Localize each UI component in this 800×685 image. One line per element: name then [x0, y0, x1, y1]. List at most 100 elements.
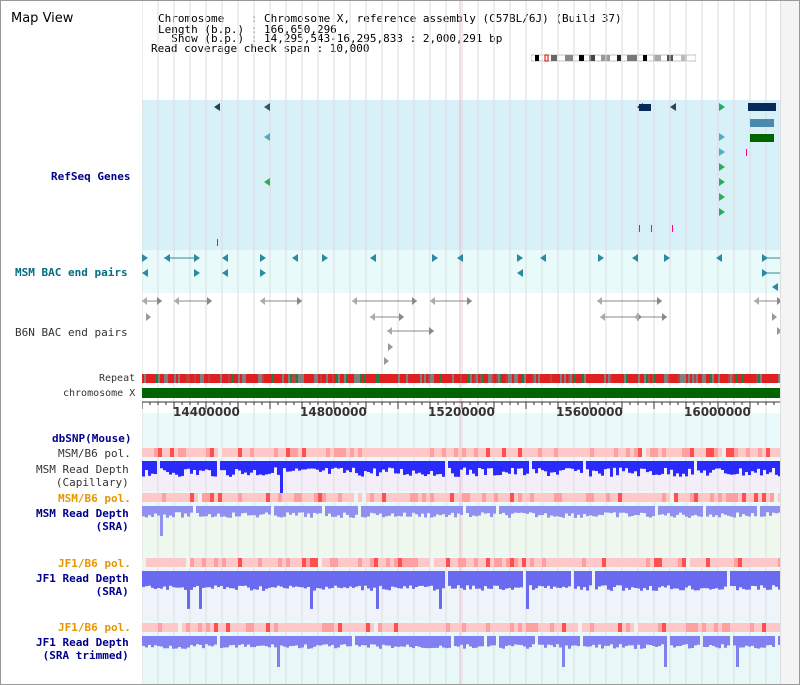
track-label-dbsnp[interactable]: dbSNP(Mouse): [52, 432, 132, 445]
chromosome-ideogram[interactable]: [531, 53, 696, 63]
repeat-bar: [398, 374, 400, 383]
repeat-bar: [700, 374, 702, 383]
repeat-bar: [536, 374, 538, 383]
repeat-bar: [530, 374, 532, 383]
repeat-bar: [436, 374, 438, 383]
repeat-bar: [546, 374, 548, 383]
repeat-bar: [260, 374, 262, 383]
repeat-bar: [298, 374, 300, 383]
repeat-bar: [302, 374, 304, 383]
axis-tick-label: 14800000: [300, 405, 367, 419]
track-label-b6n-bac[interactable]: B6N BAC end pairs: [15, 326, 128, 339]
track-label-repeat: Repeat: [99, 373, 136, 384]
repeat-bar: [736, 374, 738, 383]
axis-tick-label: 16000000: [684, 405, 751, 419]
repeat-bar: [634, 374, 636, 383]
repeat-bar: [668, 374, 670, 383]
repeat-bar: [168, 374, 170, 383]
repeat-bar: [184, 374, 186, 383]
repeat-bar: [430, 374, 432, 383]
track-label-jf1-pol-1[interactable]: JF1/B6 pol.: [58, 557, 131, 570]
repeat-bar: [604, 374, 606, 383]
b6n-arrow: [430, 297, 435, 305]
b6n-arrow: [637, 313, 642, 321]
repeat-bar: [706, 374, 708, 383]
repeat-bar: [564, 374, 566, 383]
repeat-bar: [656, 374, 658, 383]
repeat-bar: [148, 374, 150, 383]
track-label-jf1-pol-2[interactable]: JF1/B6 pol.: [58, 621, 131, 634]
repeat-bar: [244, 374, 246, 383]
repeat-bar: [188, 374, 190, 383]
track-label-jf1-depth-trimmed[interactable]: JF1 Read Depth (SRA trimmed): [36, 636, 129, 662]
repeat-bar: [292, 374, 294, 383]
repeat-bar: [630, 374, 632, 383]
repeat-bar: [514, 374, 516, 383]
repeat-bar: [468, 374, 470, 383]
repeat-bar: [214, 374, 216, 383]
repeat-bar: [252, 374, 254, 383]
repeat-bar: [524, 374, 526, 383]
repeat-bar: [710, 374, 712, 383]
track-label-msm-depth-sra[interactable]: MSM Read Depth (SRA): [36, 507, 129, 533]
vertical-scrollbar[interactable]: [780, 1, 799, 684]
track-label-msm-pol-2[interactable]: MSM/B6 pol.: [58, 492, 131, 505]
repeat-bar: [636, 374, 638, 383]
repeat-bar: [476, 374, 478, 383]
repeat-bar: [742, 374, 744, 383]
b6n-arrow: [260, 297, 265, 305]
repeat-bar: [550, 374, 552, 383]
track-label-msm-depth-capillary[interactable]: MSM Read Depth (Capillary): [36, 463, 129, 489]
repeat-bar: [280, 374, 282, 383]
repeat-bar: [698, 374, 700, 383]
repeat-bar: [246, 374, 248, 383]
repeat-bar: [450, 374, 452, 383]
repeat-bar: [654, 374, 656, 383]
repeat-bar: [240, 374, 242, 383]
repeat-bar: [584, 374, 586, 383]
repeat-bar: [286, 374, 288, 383]
track-label-msm-pol-1[interactable]: MSM/B6 pol.: [58, 447, 131, 460]
repeat-bar: [462, 374, 464, 383]
repeat-bar: [390, 374, 392, 383]
repeat-bar: [588, 374, 590, 383]
repeat-bar: [624, 374, 626, 383]
repeat-bar: [384, 374, 386, 383]
repeat-bar: [480, 374, 482, 383]
repeat-bar: [256, 374, 258, 383]
jf1-trim-bg: [142, 633, 781, 684]
repeat-bar: [518, 374, 520, 383]
b6n-arrow: [388, 343, 393, 351]
track-label-msm-bac[interactable]: MSM BAC end pairs: [15, 266, 128, 279]
repeat-bar: [332, 374, 334, 383]
repeat-bar: [586, 374, 588, 383]
track-label-refseq[interactable]: RefSeq Genes: [51, 170, 131, 183]
b6n-arrow: [174, 297, 179, 305]
repeat-bar: [598, 374, 600, 383]
repeat-bar: [242, 374, 244, 383]
repeat-bar: [772, 374, 774, 383]
b6n-arrow: [754, 297, 759, 305]
repeat-bar: [498, 374, 500, 383]
repeat-bar: [592, 374, 594, 383]
repeat-bar: [606, 374, 608, 383]
repeat-bar: [204, 374, 206, 383]
repeat-bar: [452, 374, 454, 383]
repeat-bar: [200, 374, 202, 383]
repeat-bar: [768, 374, 770, 383]
repeat-bar: [614, 374, 616, 383]
jf1-sra-bg: [142, 569, 781, 621]
repeat-bar: [156, 374, 158, 383]
repeat-bar: [596, 374, 598, 383]
repeat-bar: [670, 374, 672, 383]
repeat-bar: [646, 374, 648, 383]
repeat-bar: [554, 374, 556, 383]
track-label-jf1-depth-sra[interactable]: JF1 Read Depth (SRA): [36, 572, 129, 598]
b6n-arrow: [387, 327, 392, 335]
repeat-bar: [262, 374, 264, 383]
repeat-bar: [270, 374, 272, 383]
repeat-bar: [310, 374, 312, 383]
repeat-bar: [320, 374, 322, 383]
b6n-arrow: [207, 297, 212, 305]
repeat-bar: [356, 374, 358, 383]
